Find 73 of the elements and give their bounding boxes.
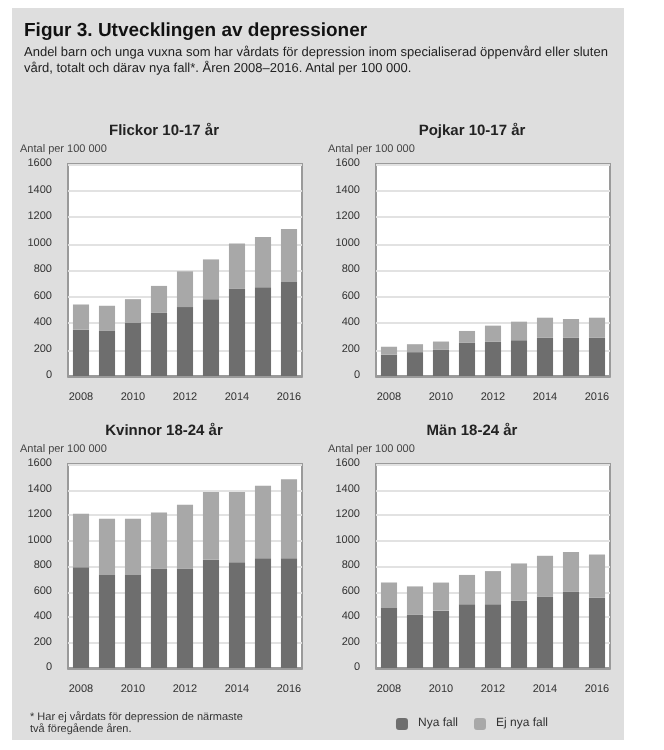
bar [72,567,90,668]
bar [254,236,272,288]
bar [562,551,580,592]
bar [432,349,450,376]
bar [380,582,398,609]
bar [484,341,502,376]
bar [380,354,398,376]
bar [202,299,220,376]
bar [98,574,116,668]
bar [510,563,528,601]
bar [588,317,606,338]
bar [458,342,476,376]
bar [176,271,194,308]
bar [536,317,554,338]
bar [202,259,220,300]
bar [228,288,246,376]
bar [406,352,424,376]
bar [72,304,90,330]
bar [406,586,424,615]
bar [536,555,554,597]
bar [176,307,194,376]
bar [458,604,476,668]
bar [150,312,168,376]
bar [150,512,168,569]
bar [280,281,298,376]
bar [406,614,424,668]
bar [98,305,116,331]
bar [254,485,272,559]
bar [150,568,168,668]
bar [380,346,398,355]
bar [562,319,580,338]
bar [150,285,168,313]
bar [124,323,142,376]
bar [588,597,606,668]
bar [228,562,246,668]
bar [510,321,528,341]
bar [406,344,424,353]
bar [254,287,272,376]
bar [484,571,502,605]
bar [588,337,606,376]
bar [536,596,554,668]
bar [176,568,194,668]
bar [280,479,298,559]
bar [228,243,246,289]
bar [484,604,502,668]
bar [380,608,398,668]
bar [536,337,554,376]
bar [432,341,450,350]
bar [280,558,298,668]
bar [588,554,606,598]
bar [124,518,142,575]
bar [458,574,476,605]
bar [202,492,220,560]
bar [72,513,90,568]
bar [228,492,246,563]
bar [562,591,580,668]
bar [510,600,528,668]
bar [98,330,116,376]
bar [176,504,194,569]
bar [280,228,298,282]
bar [72,329,90,376]
bar [432,582,450,611]
bar [562,337,580,376]
bar [254,558,272,668]
text: Figur 3. Utvecklingen av depressioner [24,20,370,42]
bar [510,340,528,376]
bar [484,325,502,342]
bar [458,330,476,343]
bar [124,299,142,323]
bar [98,518,116,575]
bar [202,559,220,668]
bar [432,610,450,668]
bar [124,574,142,668]
